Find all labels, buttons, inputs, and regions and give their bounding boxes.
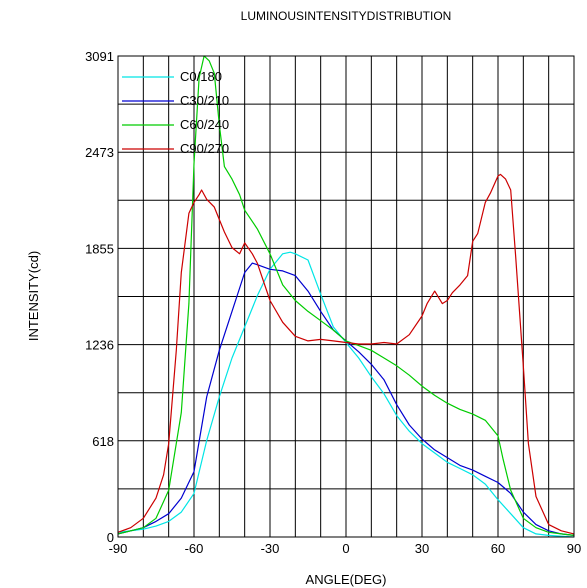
x-tick-label: -90 [109,541,128,556]
grid-lines [118,56,574,537]
y-tick-label: 1236 [85,338,114,353]
y-tick-label: 2473 [85,145,114,160]
x-tick-label: -60 [185,541,204,556]
y-axis-label: INTENSITY(cd) [26,251,41,341]
series-line-c90-270 [117,173,575,535]
x-tick-label: 60 [491,541,505,556]
legend-label: C90/270 [180,141,229,156]
x-tick-label: -30 [261,541,280,556]
y-tick-label: 3091 [85,49,114,64]
legend-label: C30/210 [180,93,229,108]
x-tick-label: 30 [415,541,429,556]
chart-title: LUMINOUSINTENSITYDISTRIBUTION [241,9,452,23]
x-tick-label: 90 [567,541,581,556]
plot-frame [117,55,575,538]
x-axis-label: ANGLE(DEG) [306,572,387,587]
series-lines [117,55,575,538]
series-line-c60-240 [117,55,575,536]
legend-label: C60/240 [180,117,229,132]
x-tick-label: 0 [342,541,349,556]
y-tick-labels: 0 618 1236 1855 2473 3091 [85,49,114,545]
x-tick-labels: -90 -60 -30 0 30 60 90 [109,541,582,556]
y-tick-label: 0 [107,530,114,545]
legend: C0/180 C30/210 C60/240 C90/270 [122,69,229,156]
legend-label: C0/180 [180,69,222,84]
y-tick-label: 1855 [85,241,114,256]
y-tick-label: 618 [92,434,114,449]
